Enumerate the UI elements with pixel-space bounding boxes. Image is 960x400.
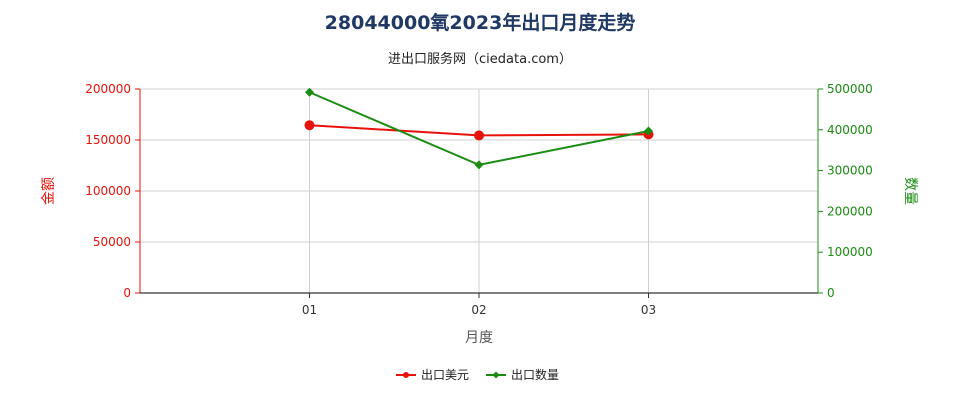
legend-label-1: 出口美元: [421, 368, 469, 382]
series-point-2: [474, 160, 484, 170]
chart-subtitle: 进出口服务网（ciedata.com）: [388, 52, 572, 67]
series-point-1: [474, 130, 484, 141]
right-tick-label: 400000: [827, 123, 873, 137]
right-axis-ticks: 0 100000 200000 300000 400000 500000: [818, 82, 873, 300]
y-axis-label-left: 金额: [41, 177, 57, 205]
series-point-2: [305, 87, 314, 97]
left-tick-label: 200000: [85, 82, 131, 96]
series-point-1: [304, 120, 315, 131]
legend-label-2: 出口数量: [511, 367, 559, 382]
x-tick-label: 03: [641, 303, 656, 317]
legend-marker-2: [492, 371, 500, 379]
series-group: [304, 87, 654, 170]
grid-lines: [140, 88, 819, 294]
x-axis-ticks: 01 02 03: [302, 293, 656, 317]
right-tick-label: 200000: [827, 204, 873, 218]
left-tick-label: 0: [123, 286, 131, 300]
chart-title: 28044000氧2023年出口月度走势: [324, 12, 636, 34]
series-point-2: [644, 126, 653, 136]
right-tick-label: 300000: [827, 164, 873, 178]
x-axis-label: 月度: [465, 330, 493, 346]
legend-marker-1: [403, 372, 409, 378]
y-axis-label-right: 数量: [902, 177, 918, 205]
right-tick-label: 100000: [827, 245, 873, 259]
right-tick-label: 0: [827, 286, 835, 300]
left-tick-label: 100000: [85, 184, 131, 198]
x-tick-label: 02: [471, 303, 486, 317]
left-tick-label: 50000: [93, 235, 131, 249]
legend: 出口美元 出口数量: [396, 367, 559, 382]
left-tick-label: 150000: [85, 133, 131, 147]
right-tick-label: 500000: [827, 82, 873, 96]
left-axis-ticks: 0 50000 100000 150000 200000: [85, 82, 140, 300]
x-tick-label: 01: [302, 303, 317, 317]
